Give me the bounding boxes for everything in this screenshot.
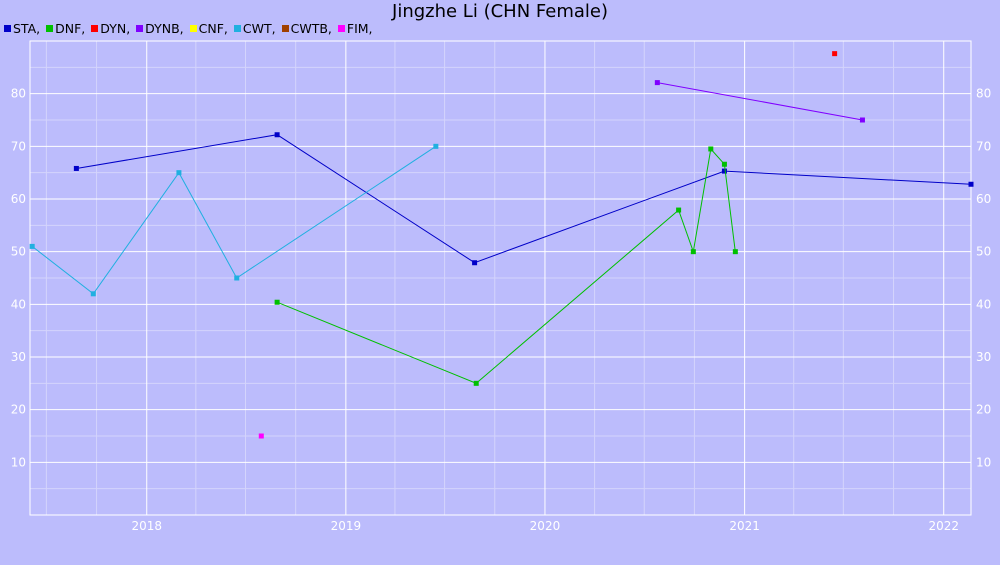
y-tick-label-right: 40: [976, 297, 991, 311]
legend-label: DNF,: [55, 20, 86, 36]
data-point-sta: [472, 260, 478, 266]
series-line-cwt: [31, 145, 437, 295]
y-tick-label-left: 20: [11, 403, 26, 417]
chart-title: Jingzhe Li (CHN Female): [392, 1, 608, 22]
data-point-fim: [258, 433, 264, 439]
legend-swatch: [189, 24, 197, 32]
legend-item-cwt: CWT,: [233, 20, 276, 36]
y-tick-label-right: 80: [976, 87, 991, 101]
legend-swatch: [233, 24, 241, 32]
data-point-dnf: [473, 380, 479, 386]
legend-swatch: [4, 24, 11, 32]
legend-label: DYNB,: [145, 20, 184, 36]
data-point-dynb: [654, 80, 660, 86]
legend-item-dynb: DYNB,: [136, 20, 184, 36]
y-tick-label-right: 10: [976, 455, 991, 469]
data-point-dnf: [708, 146, 714, 152]
legend-item-cnf: CNF,: [189, 20, 228, 36]
y-tick-label-left: 40: [11, 297, 26, 311]
data-point-cwt: [29, 243, 35, 249]
legend-swatch: [136, 24, 144, 32]
legend-item-dyn: DYN,: [91, 21, 130, 36]
series-line-dynb: [657, 82, 863, 121]
y-tick-label-left: 80: [11, 87, 26, 101]
y-tick-label-right: 30: [976, 350, 991, 364]
y-tick-label-right: 60: [976, 192, 991, 206]
data-point-dnf: [732, 249, 738, 255]
legend-swatch: [337, 24, 345, 32]
x-tick-label: 2019: [331, 519, 362, 533]
data-point-sta: [968, 181, 974, 187]
y-tick-label-left: 70: [11, 139, 26, 153]
legend-label: CWT,: [242, 20, 276, 36]
chart-legend: STA, DNF, DYN, DYNB, CNF, CWT, CWTB, FIM,: [4, 20, 379, 36]
legend-label: CWTB,: [290, 20, 332, 36]
legend-label: CNF,: [198, 20, 228, 36]
legend-label: DYN,: [100, 20, 131, 36]
y-tick-label-left: 50: [11, 245, 26, 259]
legend-item-dnf: DNF,: [46, 21, 85, 36]
data-point-cwt: [234, 275, 240, 281]
legend-swatch: [281, 24, 289, 32]
legend-label: STA,: [13, 20, 41, 36]
y-tick-label-right: 70: [976, 139, 991, 153]
legend-swatch: [91, 24, 99, 32]
data-point-sta: [73, 165, 79, 171]
y-tick-label-left: 10: [11, 455, 26, 469]
y-tick-label-right: 50: [976, 245, 991, 259]
data-point-dnf: [274, 299, 280, 305]
x-tick-label: 2022: [928, 519, 959, 533]
legend-item-fim: FIM,: [337, 20, 373, 36]
x-tick-label: 2018: [131, 519, 162, 533]
data-point-cwt: [176, 170, 182, 176]
x-tick-label: 2020: [530, 519, 561, 533]
legend-item-sta: STA,: [4, 21, 40, 36]
data-point-cwt: [90, 291, 96, 297]
data-point-dnf: [676, 207, 682, 213]
legend-swatch: [46, 24, 54, 32]
y-tick-label-left: 30: [11, 350, 26, 364]
data-point-dnf: [721, 161, 727, 167]
data-point-sta: [274, 132, 280, 138]
plot-border: [29, 40, 972, 516]
y-tick-label-right: 20: [976, 403, 991, 417]
legend-item-cwtb: CWTB,: [281, 20, 332, 36]
data-point-dnf: [690, 249, 696, 255]
data-point-dynb: [859, 117, 865, 123]
data-point-dyn: [832, 51, 838, 57]
data-point-cwt: [433, 143, 439, 149]
x-tick-label: 2021: [729, 519, 760, 533]
y-tick-label-left: 60: [11, 192, 26, 206]
data-point-sta: [721, 168, 727, 174]
legend-label: FIM,: [346, 20, 373, 36]
